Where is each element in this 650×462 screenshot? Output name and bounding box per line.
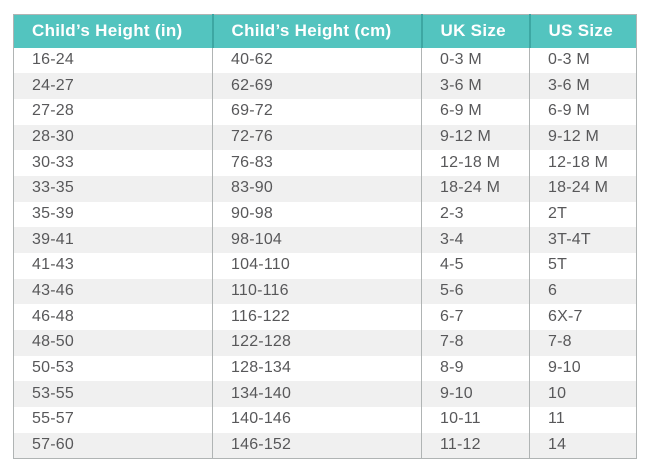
table-header: Child’s Height (in) Child’s Height (cm) UK… [13, 14, 637, 48]
size-chart-container: Child’s Height (in) Child’s Height (cm) UK… [13, 14, 637, 459]
table-cell: 0-3 M [529, 47, 637, 74]
table-cell: 72-76 [212, 124, 422, 151]
table-row: 46-48 116-122 6-7 6X-7 [13, 304, 637, 331]
table-cell: 10-11 [421, 407, 530, 433]
column-header: Child’s Height (in) [13, 14, 213, 48]
table-row: 27-28 69-72 6-9 M 6-9 M [13, 98, 637, 125]
table-cell: 11-12 [421, 432, 530, 459]
table-cell: 128-134 [212, 355, 422, 382]
table-cell: 5T [529, 253, 637, 279]
header-row: Child’s Height (in) Child’s Height (cm) UK… [13, 14, 637, 48]
table-cell: 9-10 [421, 381, 530, 408]
table-cell: 12-18 M [529, 150, 637, 176]
table-cell: 140-146 [212, 407, 422, 433]
table-cell: 7-8 [529, 330, 637, 356]
table-cell: 24-27 [13, 73, 213, 99]
table-row: 16-24 40-62 0-3 M 0-3 M [13, 47, 637, 74]
table-row: 43-46 110-116 5-6 6 [13, 278, 637, 305]
table-cell: 11 [529, 407, 637, 433]
table-cell: 4-5 [421, 253, 530, 279]
table-cell: 57-60 [13, 432, 213, 459]
table-body: 16-24 40-62 0-3 M 0-3 M 24-27 62-69 3-6 M 3-6 M… [13, 47, 637, 459]
table-cell: 30-33 [13, 150, 213, 176]
table-cell: 46-48 [13, 304, 213, 331]
table-cell: 9-12 M [421, 124, 530, 151]
table-cell: 55-57 [13, 407, 213, 433]
table-cell: 10 [529, 381, 637, 408]
table-cell: 104-110 [212, 253, 422, 279]
table-row: 33-35 83-90 18-24 M 18-24 M [13, 175, 637, 202]
column-header: UK Size [420, 14, 530, 48]
table-cell: 9-10 [529, 355, 637, 382]
table-cell: 6-7 [421, 304, 530, 331]
table-cell: 76-83 [212, 150, 422, 176]
size-chart-table: Child’s Height (in) Child’s Height (cm) UK… [13, 14, 637, 459]
table-cell: 16-24 [13, 47, 213, 74]
table-cell: 27-28 [13, 98, 213, 125]
table-cell: 50-53 [13, 355, 213, 382]
table-cell: 3-4 [421, 227, 530, 253]
table-cell: 18-24 M [421, 175, 530, 202]
table-cell: 28-30 [13, 124, 213, 151]
table-cell: 8-9 [421, 355, 530, 382]
table-cell: 3T-4T [529, 227, 637, 253]
table-row: 53-55 134-140 9-10 10 [13, 381, 637, 408]
table-cell: 39-41 [13, 227, 213, 253]
table-cell: 35-39 [13, 201, 213, 228]
table-cell: 12-18 M [421, 150, 530, 176]
table-row: 30-33 76-83 12-18 M 12-18 M [13, 150, 637, 176]
table-cell: 7-8 [421, 330, 530, 356]
table-cell: 53-55 [13, 381, 213, 408]
table-cell: 122-128 [212, 330, 422, 356]
table-cell: 134-140 [212, 381, 422, 408]
table-cell: 40-62 [212, 47, 422, 74]
table-cell: 9-12 M [529, 124, 637, 151]
table-cell: 69-72 [212, 98, 422, 125]
table-cell: 90-98 [212, 201, 422, 228]
table-cell: 110-116 [212, 278, 422, 305]
table-row: 39-41 98-104 3-4 3T-4T [13, 227, 637, 253]
table-cell: 3-6 M [421, 73, 530, 99]
table-row: 41-43 104-110 4-5 5T [13, 253, 637, 279]
table-row: 50-53 128-134 8-9 9-10 [13, 355, 637, 382]
table-cell: 6-9 M [421, 98, 530, 125]
table-row: 24-27 62-69 3-6 M 3-6 M [13, 73, 637, 99]
table-row: 57-60 146-152 11-12 14 [13, 432, 637, 459]
table-row: 28-30 72-76 9-12 M 9-12 M [13, 124, 637, 151]
table-cell: 6-9 M [529, 98, 637, 125]
table-cell: 6X-7 [529, 304, 637, 331]
table-cell: 2T [529, 201, 637, 228]
table-cell: 6 [529, 278, 637, 305]
table-cell: 98-104 [212, 227, 422, 253]
table-cell: 0-3 M [421, 47, 530, 74]
table-row: 48-50 122-128 7-8 7-8 [13, 330, 637, 356]
table-cell: 83-90 [212, 175, 422, 202]
table-cell: 116-122 [212, 304, 422, 331]
column-header: Child’s Height (cm) [211, 14, 422, 48]
table-cell: 5-6 [421, 278, 530, 305]
table-cell: 41-43 [13, 253, 213, 279]
table-cell: 146-152 [212, 432, 422, 459]
table-row: 55-57 140-146 10-11 11 [13, 407, 637, 433]
table-cell: 48-50 [13, 330, 213, 356]
table-cell: 14 [529, 432, 637, 459]
table-row: 35-39 90-98 2-3 2T [13, 201, 637, 228]
table-cell: 18-24 M [529, 175, 637, 202]
column-header: US Size [528, 14, 637, 48]
table-cell: 62-69 [212, 73, 422, 99]
table-cell: 3-6 M [529, 73, 637, 99]
table-cell: 43-46 [13, 278, 213, 305]
table-cell: 2-3 [421, 201, 530, 228]
table-cell: 33-35 [13, 175, 213, 202]
